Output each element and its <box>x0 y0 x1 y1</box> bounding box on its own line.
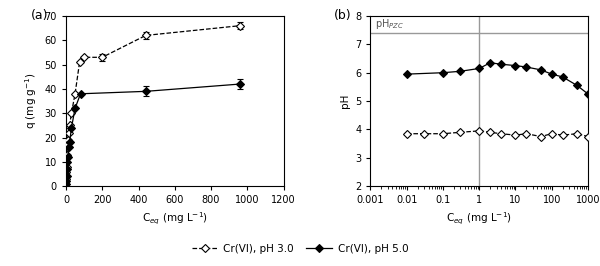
Text: (a): (a) <box>31 9 49 22</box>
Y-axis label: pH: pH <box>340 94 350 108</box>
Text: pH$_{PZC}$: pH$_{PZC}$ <box>374 17 404 31</box>
X-axis label: C$_{eq}$ (mg L$^{-1}$): C$_{eq}$ (mg L$^{-1}$) <box>446 211 512 227</box>
Legend: Cr(VI), pH 3.0, Cr(VI), pH 5.0: Cr(VI), pH 3.0, Cr(VI), pH 5.0 <box>188 240 412 258</box>
X-axis label: C$_{eq}$ (mg L$^{-1}$): C$_{eq}$ (mg L$^{-1}$) <box>142 211 208 227</box>
Y-axis label: q (mg g$^{-1}$): q (mg g$^{-1}$) <box>23 73 39 130</box>
Text: (b): (b) <box>334 9 351 22</box>
